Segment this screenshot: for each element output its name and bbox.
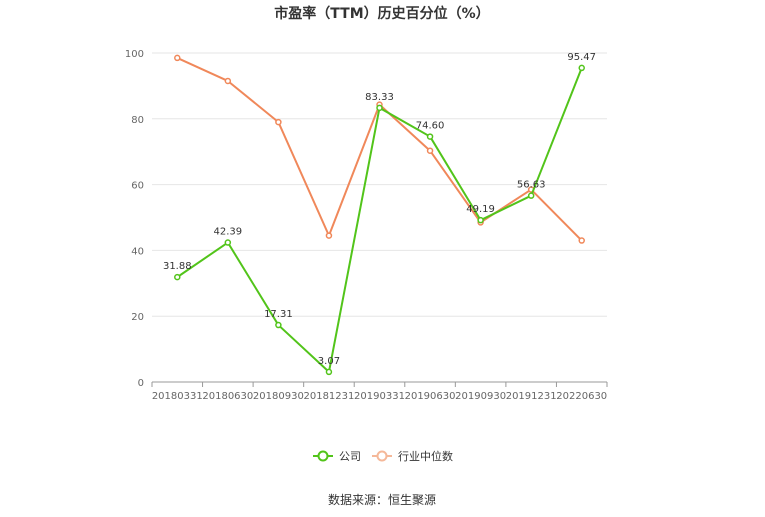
series-point-0 xyxy=(527,192,535,199)
x-tick-label: 20181231 xyxy=(303,391,354,402)
data-label: 74.60 xyxy=(416,121,445,132)
series-point-1 xyxy=(275,118,282,126)
series-point-0 xyxy=(325,368,333,376)
series-point-0 xyxy=(224,239,232,246)
y-tick-label: 0 xyxy=(138,378,144,389)
series-line-0 xyxy=(176,67,583,373)
series-layer xyxy=(174,54,585,376)
legend[interactable]: 公司 行业中位数 xyxy=(313,449,453,463)
series-point-0 xyxy=(426,133,434,140)
series-point-1 xyxy=(224,77,232,85)
series-point-1 xyxy=(174,54,181,62)
data-label: 3.07 xyxy=(318,356,340,367)
data-label: 95.47 xyxy=(567,52,596,63)
series-point-0 xyxy=(376,104,383,112)
series-point-0 xyxy=(275,321,282,329)
y-tick-label: 20 xyxy=(131,312,144,323)
x-tick-label: 20190930 xyxy=(455,391,506,402)
x-tick-label: 20180331 xyxy=(152,391,203,402)
y-tick-label: 40 xyxy=(131,246,144,257)
x-tick-label: 20180630 xyxy=(202,391,253,402)
data-label: 83.33 xyxy=(365,92,394,103)
legend-item-1[interactable]: 行业中位数 xyxy=(372,449,453,463)
data-label: 56.63 xyxy=(517,180,546,191)
legend-item-0[interactable]: 公司 xyxy=(313,450,361,463)
series-line-1 xyxy=(176,57,583,242)
data-label: 17.31 xyxy=(264,309,293,320)
x-tick-label: 20190630 xyxy=(405,391,456,402)
y-tick-label: 100 xyxy=(125,49,144,60)
data-label: 42.39 xyxy=(214,227,243,238)
x-tick-label: 20190331 xyxy=(354,391,405,402)
series-point-1 xyxy=(578,237,585,244)
series-point-1 xyxy=(325,232,333,239)
series-point-0 xyxy=(174,273,181,281)
series-point-1 xyxy=(426,147,434,154)
x-tick-label: 20180930 xyxy=(253,391,304,402)
data-label: 49.19 xyxy=(466,204,495,215)
x-tick-label: 20191231 xyxy=(506,391,557,402)
chart-title: 市盈率（TTM）历史百分位（%） xyxy=(274,5,489,22)
y-tick-label: 60 xyxy=(131,181,144,192)
y-tick-label: 80 xyxy=(131,115,144,126)
grid-layer xyxy=(152,52,607,317)
legend-marker xyxy=(317,450,329,462)
legend-label: 公司 xyxy=(339,450,361,463)
label-layer: 31.88 42.39 17.31 3.07 83.33 74.60 49.19 56.63 9… xyxy=(163,52,596,367)
data-label: 31.88 xyxy=(163,261,192,272)
legend-label: 行业中位数 xyxy=(398,449,453,463)
legend-marker xyxy=(376,450,388,462)
axis-layer: 0 20 40 60 80 100 20180331 20180630 20180930 2018… xyxy=(125,49,608,402)
series-point-0 xyxy=(477,216,484,224)
series-point-0 xyxy=(578,64,585,72)
x-tick-label: 20220630 xyxy=(556,391,607,402)
data-source: 数据来源：恒生聚源 xyxy=(328,492,436,507)
